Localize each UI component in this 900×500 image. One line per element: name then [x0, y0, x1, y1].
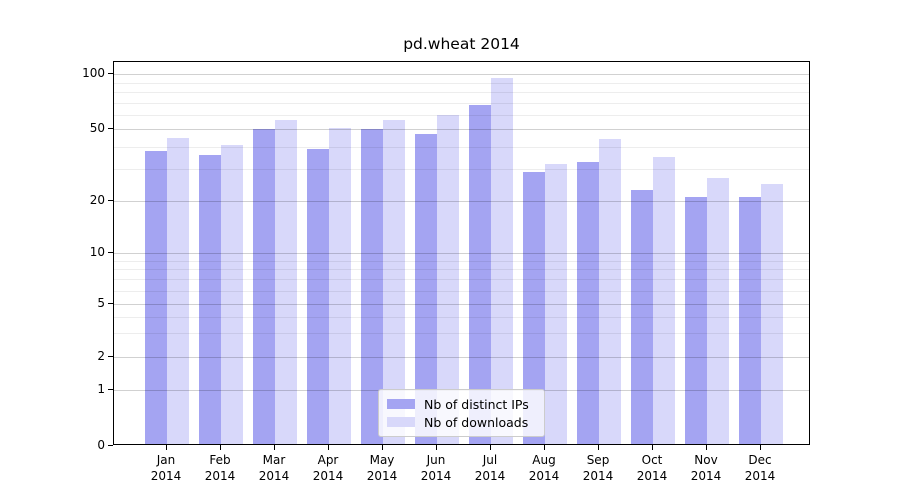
x-tick-aug	[544, 445, 545, 450]
x-tick-apr	[328, 445, 329, 450]
x-tick-label-sep: Sep 2014	[582, 453, 614, 483]
legend-label-distinct-ips: Nb of distinct IPs	[424, 396, 529, 412]
bar-nb-of-downloads-oct	[653, 157, 675, 444]
gridline-minor-3	[114, 333, 809, 335]
x-tick-label-mar: Mar 2014	[258, 453, 290, 483]
x-tick-oct	[652, 445, 653, 450]
y-tick-label-0: 0	[97, 438, 105, 452]
legend: Nb of distinct IPs Nb of downloads	[378, 389, 545, 437]
bar-nb-of-downloads-feb	[221, 144, 243, 444]
gridline-minor-8	[114, 269, 809, 271]
gridline-minor-40	[114, 146, 809, 148]
gridline-minor-60	[114, 114, 809, 116]
x-tick-label-jan: Jan 2014	[150, 453, 182, 483]
x-tick-jul	[490, 445, 491, 450]
legend-entry-downloads: Nb of downloads	[387, 415, 536, 430]
x-tick-feb	[220, 445, 221, 450]
bar-nb-of-downloads-jul	[491, 78, 513, 444]
legend-swatch-distinct-ips	[387, 399, 415, 409]
y-tick-100	[108, 73, 113, 75]
x-tick-label-feb: Feb 2014	[204, 453, 236, 483]
bar-nb-of-downloads-sep	[599, 139, 621, 444]
gridline-minor-7	[114, 279, 809, 281]
bar-nb-of-downloads-jan	[167, 137, 189, 444]
x-tick-label-apr: Apr 2014	[312, 453, 344, 483]
legend-entry-distinct-ips: Nb of distinct IPs	[387, 397, 536, 412]
gridline-minor-70	[114, 102, 809, 104]
y-tick-label-50: 50	[89, 121, 105, 136]
x-tick-label-jun: Jun 2014	[420, 453, 452, 483]
x-tick-nov	[706, 445, 707, 450]
bar-nb-of-distinct-ips-dec	[739, 197, 761, 444]
bar-nb-of-distinct-ips-feb	[199, 155, 221, 444]
y-tick-1	[108, 389, 113, 390]
plot-area	[113, 61, 810, 445]
gridline-100	[114, 74, 809, 76]
y-tick-5	[108, 303, 113, 305]
legend-label-downloads: Nb of downloads	[424, 414, 529, 430]
y-tick-20	[108, 200, 113, 201]
bar-nb-of-distinct-ips-nov	[685, 197, 707, 444]
y-tick-label-1: 1	[97, 382, 105, 396]
bar-nb-of-distinct-ips-aug	[523, 171, 545, 444]
gridline-10	[114, 252, 809, 254]
x-tick-dec	[760, 445, 761, 450]
bar-nb-of-distinct-ips-sep	[577, 161, 599, 444]
chart-title: pd.wheat 2014	[403, 35, 520, 53]
gridline-minor-30	[114, 169, 809, 171]
y-tick-0	[108, 445, 113, 446]
x-tick-label-oct: Oct 2014	[636, 453, 668, 483]
x-tick-mar	[274, 445, 275, 450]
bar-nb-of-distinct-ips-apr	[307, 148, 329, 444]
gridline-5	[114, 304, 809, 306]
bar-nb-of-distinct-ips-jun	[415, 134, 437, 444]
gridline-minor-6	[114, 290, 809, 292]
y-tick-label-2: 2	[97, 348, 105, 363]
x-tick-label-jul: Jul 2014	[474, 453, 506, 483]
bar-nb-of-downloads-dec	[761, 183, 783, 444]
x-tick-may	[382, 445, 383, 450]
x-tick-label-dec: Dec 2014	[744, 453, 776, 483]
gridline-minor-80	[114, 92, 809, 93]
y-tick-label-20: 20	[89, 193, 105, 207]
y-tick-label-5: 5	[97, 296, 105, 311]
y-tick-label-10: 10	[89, 244, 105, 259]
bar-nb-of-downloads-aug	[545, 164, 567, 444]
y-tick-10	[108, 251, 113, 253]
x-tick-jan	[166, 445, 167, 450]
y-tick-label-100: 100	[82, 66, 105, 81]
bar-nb-of-distinct-ips-jul	[469, 104, 491, 444]
bar-nb-of-downloads-jun	[437, 114, 459, 444]
x-tick-label-aug: Aug 2014	[528, 453, 560, 483]
y-tick-50	[108, 128, 113, 130]
bar-nb-of-downloads-mar	[275, 120, 297, 444]
gridline-2	[114, 356, 809, 358]
bar-nb-of-distinct-ips-may	[361, 129, 383, 444]
gridline-minor-4	[114, 317, 809, 318]
x-tick-label-nov: Nov 2014	[690, 453, 722, 483]
gridline-20	[114, 201, 809, 202]
y-tick-2	[108, 355, 113, 357]
gridline-50	[114, 129, 809, 131]
plot-inner	[114, 62, 809, 444]
bar-nb-of-downloads-may	[383, 120, 405, 444]
bar-nb-of-downloads-apr	[329, 127, 351, 444]
bar-nb-of-downloads-nov	[707, 177, 729, 444]
x-tick-jun	[436, 445, 437, 450]
x-tick-label-may: May 2014	[366, 453, 398, 483]
bar-nb-of-distinct-ips-jan	[145, 150, 167, 444]
bar-nb-of-distinct-ips-mar	[253, 129, 275, 444]
bar-nb-of-distinct-ips-oct	[631, 190, 653, 444]
x-tick-sep	[598, 445, 599, 450]
gridline-minor-9	[114, 260, 809, 262]
legend-swatch-downloads	[387, 417, 415, 427]
gridline-minor-90	[114, 82, 809, 84]
